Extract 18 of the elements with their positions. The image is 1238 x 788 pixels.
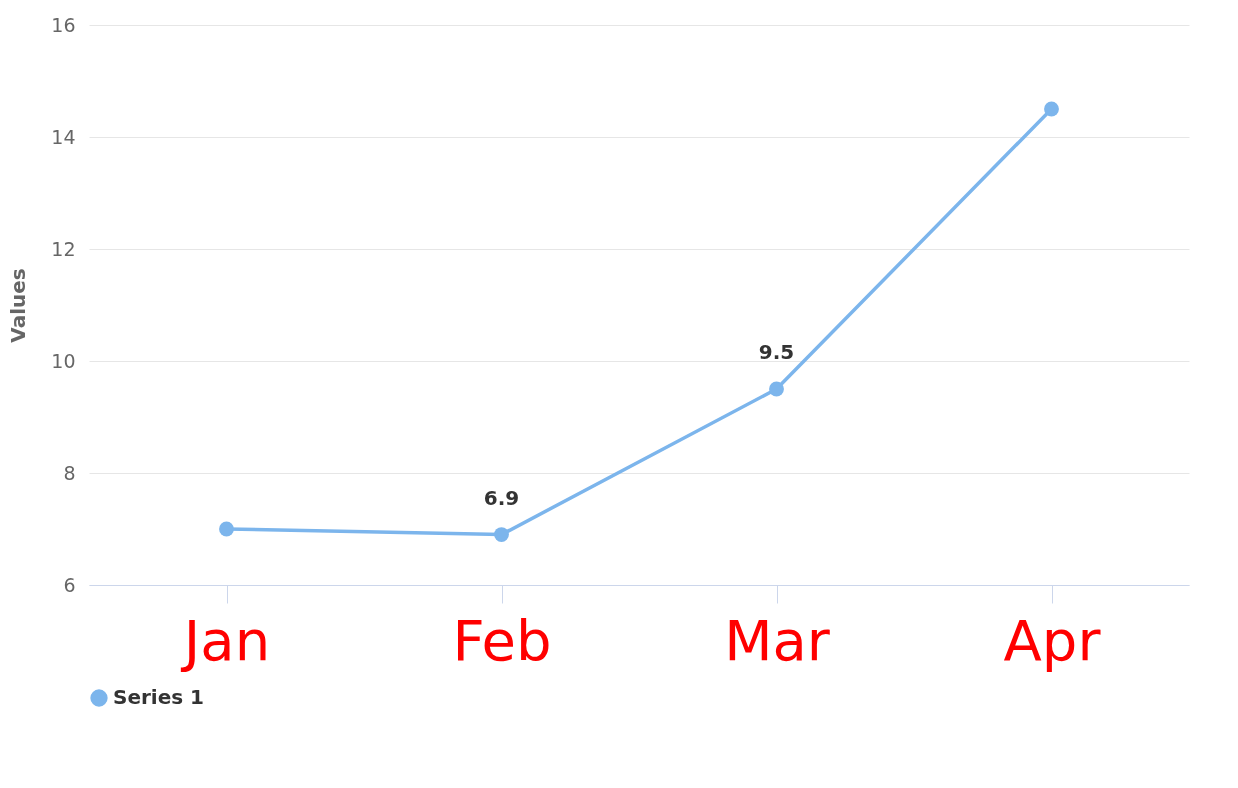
point — [494, 527, 509, 542]
x-tick-label: Jan — [180, 607, 271, 673]
point — [769, 381, 784, 397]
y-tick-label: 10 — [51, 349, 76, 372]
x-tick-label: Feb — [452, 607, 552, 673]
y-tick-label: 8 — [63, 461, 76, 484]
y-axis-title: Values — [6, 268, 31, 343]
point — [219, 521, 234, 537]
x-tick-label: Apr — [1003, 607, 1102, 673]
x-tick-label: Mar — [724, 607, 831, 673]
y-tick-label: 14 — [51, 125, 76, 148]
y-tick-label: 6 — [63, 573, 76, 596]
point — [1044, 101, 1059, 117]
data-label: 6.9 — [483, 485, 520, 510]
y-tick-label: 16 — [51, 13, 76, 36]
data-label: 9.5 — [758, 340, 795, 364]
y-tick-label: 12 — [51, 237, 76, 260]
legend-label: Series 1 — [113, 685, 205, 709]
